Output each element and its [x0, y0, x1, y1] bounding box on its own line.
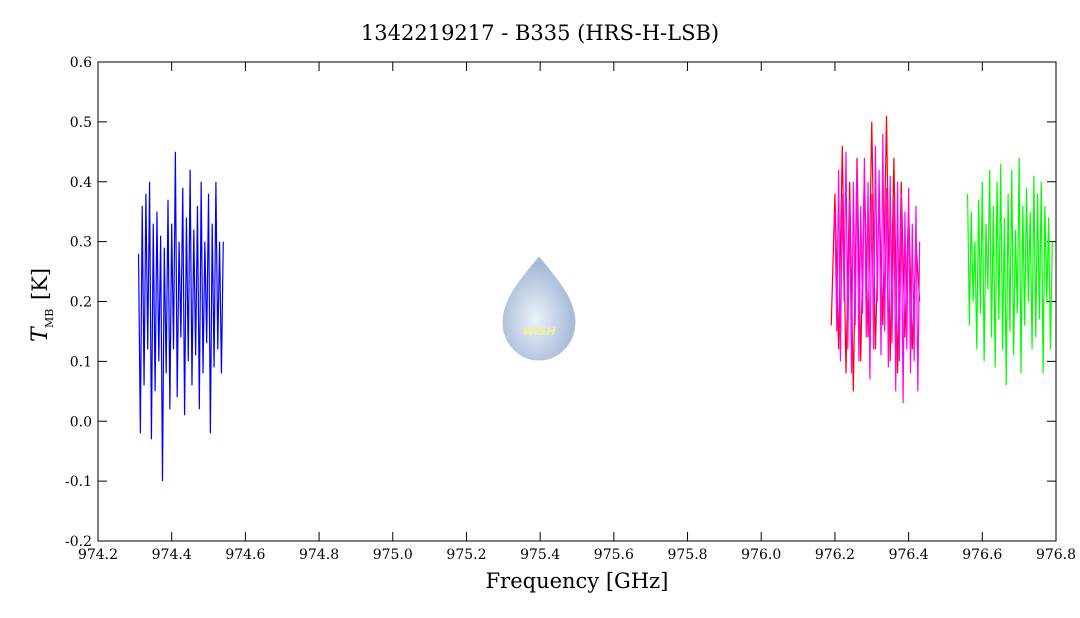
y-tick-label: 0.3	[70, 235, 92, 251]
watermark-drop	[502, 256, 576, 361]
spectrum-line	[137, 151, 224, 482]
x-tick-label: 976.4	[889, 547, 929, 563]
chart-title: 1342219217 - B335 (HRS-H-LSB)	[361, 21, 719, 45]
y-tick-label: 0.0	[70, 414, 92, 430]
spectrum-line	[966, 157, 1053, 386]
x-tick-label: 975.8	[667, 547, 707, 563]
x-tick-label: 976.6	[962, 547, 1002, 563]
x-tick-label: 975.4	[520, 547, 560, 563]
y-tick-label: 0.6	[70, 55, 92, 71]
y-tick-label: -0.1	[65, 474, 92, 490]
y-tick-label: 0.1	[70, 354, 92, 370]
y-axis-label: T MB [K]	[28, 268, 56, 342]
spectrum-line	[834, 133, 921, 404]
x-tick-label: 974.4	[152, 547, 192, 563]
y-label-symbol: T	[28, 325, 53, 342]
y-tick-label: 0.2	[70, 295, 92, 311]
x-tick-label: 974.2	[78, 547, 118, 563]
x-tick-label: 976.8	[1036, 547, 1076, 563]
y-tick-label: 0.5	[70, 115, 92, 131]
x-tick-label: 974.8	[299, 547, 339, 563]
spectrum-line	[830, 115, 921, 392]
watermark-text: WISH	[522, 325, 555, 338]
x-tick-label: 975.2	[446, 547, 486, 563]
y-label-subscript: MB	[43, 309, 56, 328]
x-tick-label: 975.6	[594, 547, 634, 563]
x-tick-label: 975.0	[373, 547, 413, 563]
x-tick-label: 974.6	[225, 547, 265, 563]
watermark: WISH	[502, 256, 576, 361]
plot-frame	[97, 61, 1057, 542]
y-tick-label: 0.4	[70, 175, 92, 191]
y-tick-label: -0.2	[65, 534, 92, 550]
y-label-unit: [K]	[28, 268, 52, 300]
x-axis-label: Frequency [GHz]	[486, 569, 669, 593]
x-tick-label: 976.2	[815, 547, 855, 563]
x-tick-label: 976.0	[741, 547, 781, 563]
